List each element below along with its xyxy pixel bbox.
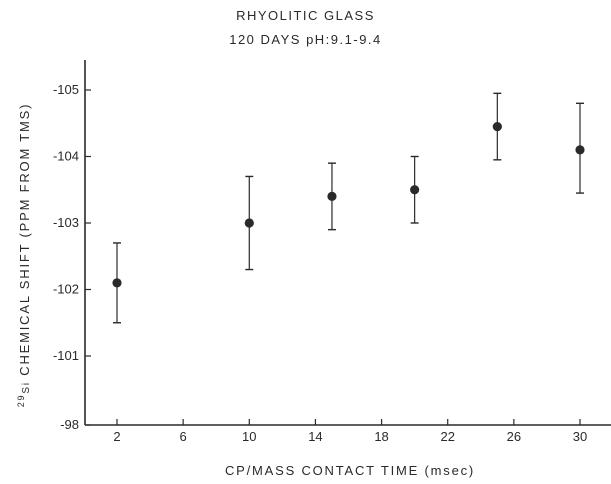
y-tick-label: -98 xyxy=(60,417,79,432)
x-tick-label: 6 xyxy=(180,429,187,444)
x-tick-label: 22 xyxy=(440,429,454,444)
data-point xyxy=(410,185,420,195)
y-tick-label: -105 xyxy=(53,82,79,97)
y-tick-label: -104 xyxy=(53,149,79,164)
x-tick-label: 10 xyxy=(242,429,256,444)
chart-title: RHYOLITIC GLASS xyxy=(236,8,375,23)
y-axis-label-isotope: 29 xyxy=(15,393,26,408)
y-axis-label-element: Si xyxy=(21,381,33,394)
y-tick-label: -103 xyxy=(53,215,79,230)
x-tick-label: 26 xyxy=(507,429,521,444)
x-tick-label: 18 xyxy=(374,429,388,444)
x-tick-label: 30 xyxy=(573,429,587,444)
data-point xyxy=(112,278,122,288)
chart-subtitle: 120 DAYS pH:9.1-9.4 xyxy=(229,32,382,47)
data-point xyxy=(244,218,254,228)
data-point xyxy=(575,145,585,155)
chart-ticks: 2 6 10 14 18 22 26 30-98-101-102-103-104-105 xyxy=(53,82,587,444)
data-point xyxy=(492,121,502,132)
chart-error-bars xyxy=(113,92,584,324)
y-tick-label: -101 xyxy=(53,348,79,363)
x-axis-label: CP/MASS CONTACT TIME (msec) xyxy=(224,463,476,478)
chart-axes xyxy=(84,60,611,426)
y-axis-label-text: CHEMICAL SHIFT (PPM FROM TMS) xyxy=(17,102,33,382)
y-axis-label: 29Si CHEMICAL SHIFT (PPM FROM TMS) xyxy=(16,103,32,408)
y-tick-label: -102 xyxy=(53,282,79,297)
x-tick-label: 14 xyxy=(308,429,322,444)
x-tick-label: 2 xyxy=(113,429,120,444)
data-point xyxy=(327,191,337,201)
chart-points xyxy=(112,121,585,288)
